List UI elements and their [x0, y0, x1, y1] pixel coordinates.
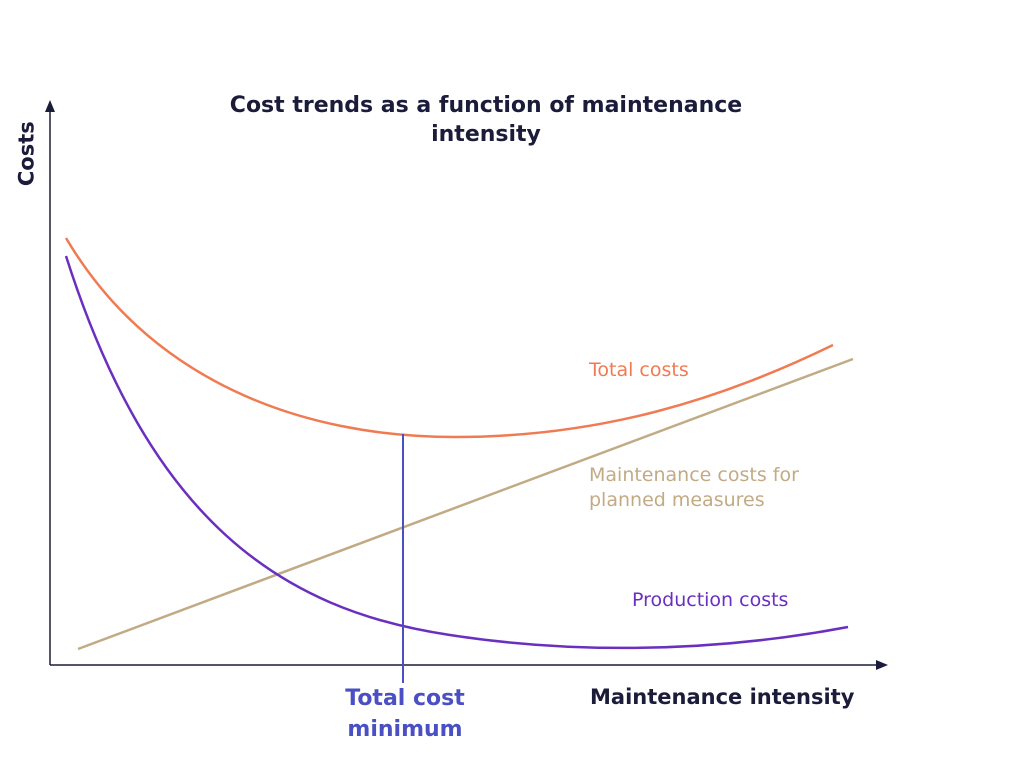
total-curve: [64, 237, 834, 439]
minimum-label: Total cost minimum: [345, 686, 465, 742]
title: Cost trends as a function of maintenance…: [229, 93, 743, 147]
total-label: Total costs: [589, 359, 689, 381]
production-curve: [64, 255, 849, 650]
y-axis-arrow: [45, 100, 55, 112]
maintenance-label: Maintenance costs for planned measures: [589, 464, 799, 511]
production-label: Production costs: [632, 589, 789, 611]
y-axis-label: Costs: [14, 121, 39, 187]
x-axis-label: Maintenance intensity: [590, 685, 855, 709]
maintenance-curve: [77, 357, 854, 651]
x-axis-arrow: [876, 660, 888, 670]
